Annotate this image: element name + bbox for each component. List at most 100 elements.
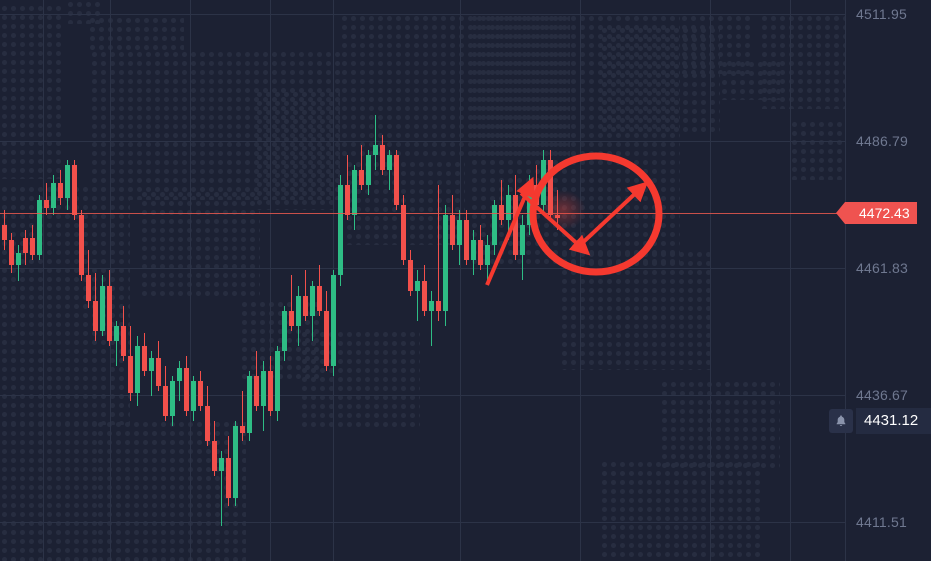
candle-body <box>506 195 511 221</box>
candle-body <box>415 280 420 291</box>
price-tick-mark <box>836 141 846 142</box>
candle-body <box>9 240 14 266</box>
candle-body <box>345 185 350 216</box>
candle-body <box>422 280 427 311</box>
candle-body <box>534 185 539 206</box>
candle-body <box>303 295 308 316</box>
candle-wick <box>557 190 558 231</box>
candle-wick <box>116 320 117 366</box>
candle-body <box>58 182 63 198</box>
candle-body <box>457 220 462 246</box>
candle-body <box>359 170 364 186</box>
candle-body <box>247 375 252 434</box>
candle-wick <box>221 450 222 526</box>
price-tick-label: 4411.51 <box>856 514 907 530</box>
bell-icon-glyph <box>836 415 846 426</box>
candle-wick <box>242 390 243 441</box>
price-alert-badge[interactable]: 4431.12 <box>856 408 931 434</box>
candle-body <box>219 458 224 471</box>
candle-body <box>331 275 336 366</box>
candle-body <box>191 380 196 411</box>
candle-body <box>142 345 147 371</box>
price-tick-mark <box>836 268 846 269</box>
candle-body <box>107 285 112 341</box>
candle-body <box>317 285 322 311</box>
candle-body <box>233 425 238 499</box>
candle-body <box>86 275 91 301</box>
candle-wick <box>389 150 390 191</box>
candle-body <box>464 220 469 261</box>
candle-body <box>513 195 518 256</box>
candle-body <box>100 285 105 331</box>
price-scale[interactable]: 4511.95 4486.79 4461.83 4436.67 4411.51 <box>836 0 931 561</box>
candle-wick <box>417 270 418 321</box>
candle-body <box>296 295 301 326</box>
candle-body <box>23 237 28 253</box>
candle-wick <box>431 290 432 346</box>
candle-body <box>443 215 448 311</box>
price-tick-mark <box>836 14 846 15</box>
candle-body <box>254 375 259 406</box>
price-tick-label: 4486.79 <box>856 133 909 149</box>
candle-body <box>373 145 378 156</box>
candle-body <box>275 350 280 411</box>
candle-body <box>79 215 84 276</box>
candle-body <box>401 205 406 261</box>
candle-body <box>408 260 413 291</box>
candle-body <box>93 300 98 331</box>
candle-body <box>72 165 77 216</box>
price-tick-label: 4461.83 <box>856 260 909 276</box>
candle-body <box>156 358 161 386</box>
candle-body <box>135 345 140 394</box>
price-tick-mark <box>836 522 846 523</box>
candle-body <box>282 310 287 351</box>
candle-body <box>338 185 343 276</box>
candle-body <box>478 240 483 266</box>
candle-body <box>184 368 189 411</box>
candle-body <box>2 225 7 241</box>
candle-body <box>450 215 455 246</box>
candle-body <box>198 380 203 406</box>
candle-body <box>240 425 245 434</box>
candle-body <box>541 160 546 206</box>
candle-body <box>128 355 133 394</box>
candle-body <box>149 358 154 371</box>
candle-body <box>205 405 210 441</box>
candle-body <box>114 325 119 341</box>
price-tick-label: 4511.95 <box>856 6 907 22</box>
price-tick-mark <box>836 395 846 396</box>
candle-body <box>394 155 399 206</box>
candle-wick <box>305 270 306 321</box>
candle-body <box>212 440 217 471</box>
current-price-badge[interactable]: 4472.43 <box>836 202 917 224</box>
candle-body <box>177 368 182 381</box>
candle-body <box>555 215 560 219</box>
candle-wick <box>375 115 376 171</box>
candle-body <box>492 205 497 246</box>
candle-body <box>261 370 266 406</box>
candle-wick <box>438 185 439 321</box>
candle-body <box>380 145 385 171</box>
candle-body <box>16 252 21 266</box>
candle-body <box>65 165 70 198</box>
candle-body <box>352 170 357 216</box>
candle-body <box>527 185 532 226</box>
candle-body <box>226 458 231 499</box>
candle-body <box>548 160 553 216</box>
bell-icon[interactable] <box>829 409 853 433</box>
candle-body <box>163 385 168 416</box>
candle-body <box>429 300 434 311</box>
candle-body <box>471 240 476 261</box>
candle-wick <box>179 360 180 401</box>
candle-body <box>485 245 490 266</box>
candle-body <box>289 310 294 326</box>
candle-body <box>121 325 126 356</box>
candle-body <box>310 285 315 316</box>
price-tick-label: 4436.67 <box>856 387 909 403</box>
candle-body <box>44 200 49 208</box>
candle-body <box>324 310 329 366</box>
candle-body <box>520 225 525 256</box>
candle-body <box>366 155 371 186</box>
candle-body <box>51 182 56 208</box>
